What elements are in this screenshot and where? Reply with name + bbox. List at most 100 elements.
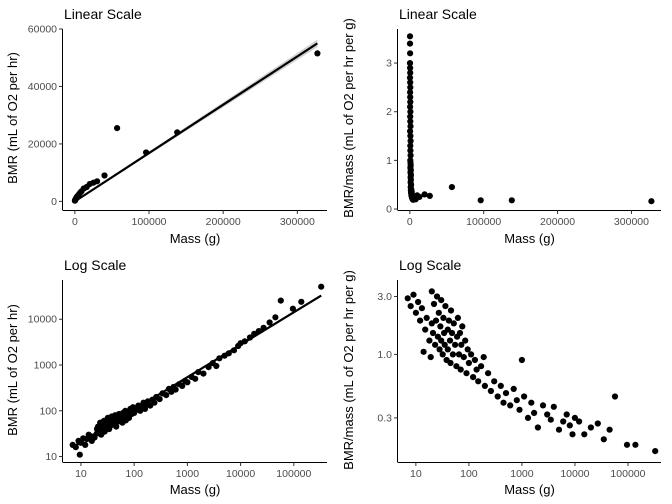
data-point bbox=[406, 60, 414, 67]
data-point bbox=[576, 418, 583, 425]
data-point bbox=[412, 309, 419, 316]
data-point bbox=[266, 319, 273, 326]
panel-bottom-right: Log Scale 10 100 1000 10000 100000 0.3 1.0 3.0 Ma… bbox=[341, 257, 661, 497]
y-axis-title: BMR/mass (mL of O2 per hr per g) bbox=[341, 270, 356, 470]
y-tick-label: 1.0 bbox=[377, 349, 392, 361]
x-tick-label: 300000 bbox=[614, 216, 649, 228]
data-point bbox=[213, 362, 220, 370]
x-tick-label: 0 bbox=[72, 216, 78, 228]
data-point bbox=[200, 370, 207, 377]
data-point bbox=[430, 300, 438, 308]
y-tick-label: 1 bbox=[386, 155, 392, 167]
data-point bbox=[594, 420, 601, 427]
x-tick-label: 100000 bbox=[610, 468, 645, 480]
data-point bbox=[113, 423, 120, 430]
panel-title: Log Scale bbox=[64, 257, 126, 273]
data-point bbox=[446, 337, 454, 344]
data-point bbox=[407, 98, 414, 106]
regression-line bbox=[72, 294, 322, 449]
data-point bbox=[507, 402, 514, 409]
data-point bbox=[531, 409, 538, 416]
y-tick-label: 3 bbox=[386, 58, 392, 70]
data-point bbox=[298, 298, 305, 305]
data-point bbox=[481, 382, 488, 389]
data-point bbox=[475, 378, 482, 385]
y-tick-label: 0 bbox=[51, 196, 57, 208]
data-point bbox=[406, 74, 414, 81]
data-point bbox=[423, 314, 430, 321]
data-point bbox=[407, 50, 414, 57]
data-point bbox=[407, 79, 414, 86]
x-tick-label: 10 bbox=[75, 468, 87, 480]
data-point bbox=[407, 128, 414, 135]
data-point bbox=[192, 375, 199, 382]
data-point bbox=[632, 441, 639, 448]
panel-title: Linear Scale bbox=[399, 6, 477, 22]
x-tick-label: 100 bbox=[460, 468, 478, 480]
y-tick-label: 0.3 bbox=[377, 412, 392, 424]
data-point bbox=[101, 172, 108, 179]
data-point bbox=[82, 441, 89, 448]
data-point bbox=[442, 303, 449, 310]
data-point bbox=[468, 351, 475, 358]
data-point bbox=[404, 295, 411, 302]
data-point bbox=[569, 431, 576, 438]
data-point bbox=[452, 341, 459, 348]
x-tick-label: 1000 bbox=[510, 468, 534, 480]
panel-bottom-left: Log Scale 10 100 1000 10000 100000 10 100 1000 10… bbox=[5, 257, 327, 497]
y-tick-label: 2 bbox=[386, 106, 392, 118]
data-point bbox=[518, 356, 526, 364]
data-point bbox=[447, 359, 454, 367]
data-point bbox=[566, 422, 573, 429]
x-axis-title: Mass (g) bbox=[504, 231, 555, 246]
x-tick-label: 100000 bbox=[466, 216, 501, 228]
x-tick-label: 200000 bbox=[206, 216, 241, 228]
data-point bbox=[534, 424, 542, 431]
x-tick-label: 100000 bbox=[276, 468, 311, 480]
data-point bbox=[407, 64, 414, 71]
data-point bbox=[436, 346, 443, 353]
data-point bbox=[547, 416, 554, 423]
data-point bbox=[94, 178, 101, 185]
data-point bbox=[421, 191, 428, 198]
data-point bbox=[432, 317, 440, 324]
data-point bbox=[453, 363, 460, 370]
data-point bbox=[407, 303, 414, 310]
panel-title: Log Scale bbox=[399, 257, 461, 273]
data-point bbox=[455, 351, 463, 358]
data-point bbox=[539, 402, 547, 409]
data-point bbox=[550, 403, 557, 410]
data-point bbox=[516, 406, 523, 413]
data-point bbox=[407, 132, 414, 140]
data-point bbox=[438, 297, 445, 304]
data-point bbox=[314, 50, 321, 57]
data-point bbox=[465, 359, 472, 367]
data-point bbox=[447, 307, 455, 314]
regression-line bbox=[74, 42, 318, 203]
data-point bbox=[437, 323, 444, 330]
y-tick-label: 10000 bbox=[28, 314, 57, 326]
data-point bbox=[429, 329, 437, 337]
data-point bbox=[410, 291, 417, 298]
data-point bbox=[459, 323, 466, 330]
x-axis-title: Mass (g) bbox=[504, 482, 555, 497]
data-point bbox=[502, 390, 510, 397]
data-point bbox=[510, 385, 517, 392]
data-point bbox=[464, 346, 471, 353]
y-tick-label: 40000 bbox=[28, 81, 57, 93]
data-point bbox=[448, 184, 455, 191]
y-tick-label: 20000 bbox=[28, 138, 57, 150]
data-point bbox=[407, 84, 414, 91]
data-point bbox=[581, 431, 588, 438]
x-tick-label: 300000 bbox=[280, 216, 315, 228]
data-point bbox=[432, 341, 439, 348]
data-point bbox=[272, 314, 279, 321]
data-point bbox=[151, 399, 158, 406]
data-point bbox=[435, 309, 442, 316]
data-point bbox=[524, 414, 532, 421]
data-point bbox=[406, 40, 414, 47]
x-axis-title: Mass (g) bbox=[170, 231, 221, 246]
data-point bbox=[456, 329, 464, 337]
data-point bbox=[652, 448, 659, 455]
